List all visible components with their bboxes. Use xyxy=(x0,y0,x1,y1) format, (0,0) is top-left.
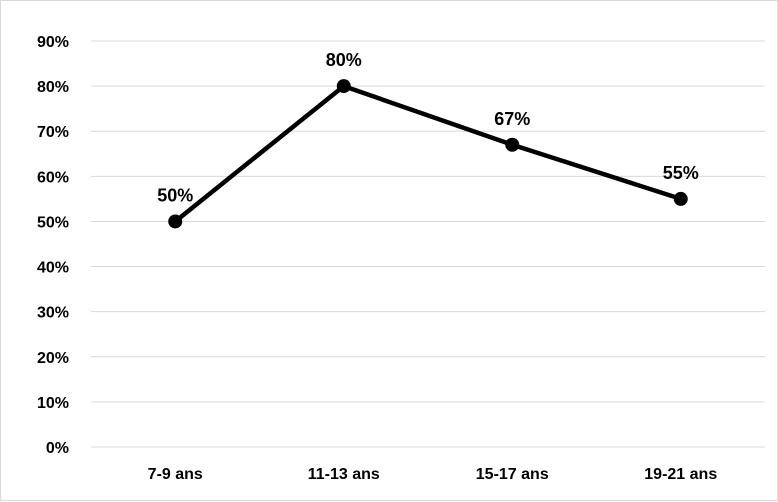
data-points xyxy=(168,79,688,229)
y-tick-label: 40% xyxy=(37,260,69,277)
y-tick-label: 50% xyxy=(37,214,69,231)
series-line-group xyxy=(173,83,683,224)
x-tick-label: 11-13 ans xyxy=(308,466,380,483)
y-tick-label: 70% xyxy=(37,124,69,141)
y-tick-label: 10% xyxy=(37,395,69,412)
data-label: 80% xyxy=(326,50,362,70)
data-label: 55% xyxy=(663,163,699,183)
data-labels: 50% 80% 67% 55% xyxy=(157,50,699,205)
data-label: 67% xyxy=(494,109,530,129)
y-tick-label: 30% xyxy=(37,305,69,322)
data-point xyxy=(336,79,351,94)
y-tick-label: 90% xyxy=(37,34,69,51)
y-axis-ticks: 0% 10% 20% 30% 40% 50% 60% 70% 80% 90% xyxy=(37,34,69,457)
gridlines xyxy=(91,40,765,448)
data-point xyxy=(505,137,520,152)
x-tick-label: 7-9 ans xyxy=(148,466,203,483)
data-point xyxy=(673,191,688,206)
x-axis-ticks: 7-9 ans 11-13 ans 15-17 ans 19-21 ans xyxy=(148,466,718,483)
data-point xyxy=(168,214,183,229)
x-tick-label: 15-17 ans xyxy=(476,466,549,483)
x-tick-label: 19-21 ans xyxy=(644,466,717,483)
series-line xyxy=(173,83,683,224)
y-tick-label: 20% xyxy=(37,350,69,367)
y-tick-label: 60% xyxy=(37,169,69,186)
y-tick-label: 80% xyxy=(37,79,69,96)
data-label: 50% xyxy=(157,185,193,205)
y-tick-label: 0% xyxy=(46,440,69,457)
